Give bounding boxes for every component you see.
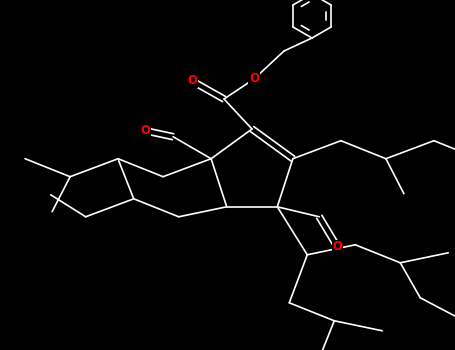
Text: O: O [187, 75, 197, 88]
Text: O: O [249, 72, 259, 85]
Text: O: O [332, 240, 342, 253]
Text: O: O [140, 124, 150, 137]
